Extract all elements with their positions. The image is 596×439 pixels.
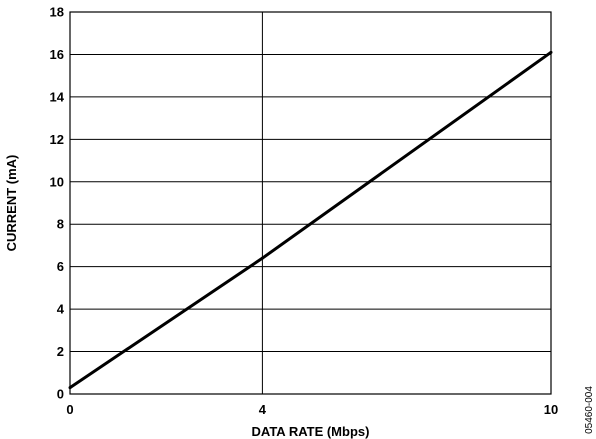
y-tick-label: 12 xyxy=(50,132,64,147)
x-tick-label: 4 xyxy=(259,402,267,417)
x-tick-labels: 0 4 10 xyxy=(66,402,558,417)
y-tick-label: 4 xyxy=(57,302,65,317)
y-tick-label: 14 xyxy=(50,89,65,104)
x-tick-label: 10 xyxy=(544,402,558,417)
y-tick-labels: 0 2 4 6 8 10 12 14 16 18 xyxy=(50,5,65,402)
series-line xyxy=(69,51,552,389)
y-tick-label: 18 xyxy=(50,5,64,20)
data-point xyxy=(549,50,553,54)
y-tick-label: 0 xyxy=(57,387,64,402)
data-point xyxy=(260,256,264,260)
y-tick-label: 10 xyxy=(50,174,64,189)
series-layer xyxy=(68,50,553,390)
x-axis-title: DATA RATE (Mbps) xyxy=(252,424,370,439)
figure-code: 05460-004 xyxy=(584,386,595,434)
x-tick-label: 0 xyxy=(66,402,73,417)
y-tick-label: 2 xyxy=(57,344,64,359)
plot-frame xyxy=(69,11,552,395)
y-axis-title: CURRENT (mA) xyxy=(4,155,19,252)
data-point xyxy=(68,386,72,390)
y-tick-label: 6 xyxy=(57,259,64,274)
y-tick-label: 16 xyxy=(50,47,64,62)
grid xyxy=(70,12,551,394)
y-tick-label: 8 xyxy=(57,217,64,232)
